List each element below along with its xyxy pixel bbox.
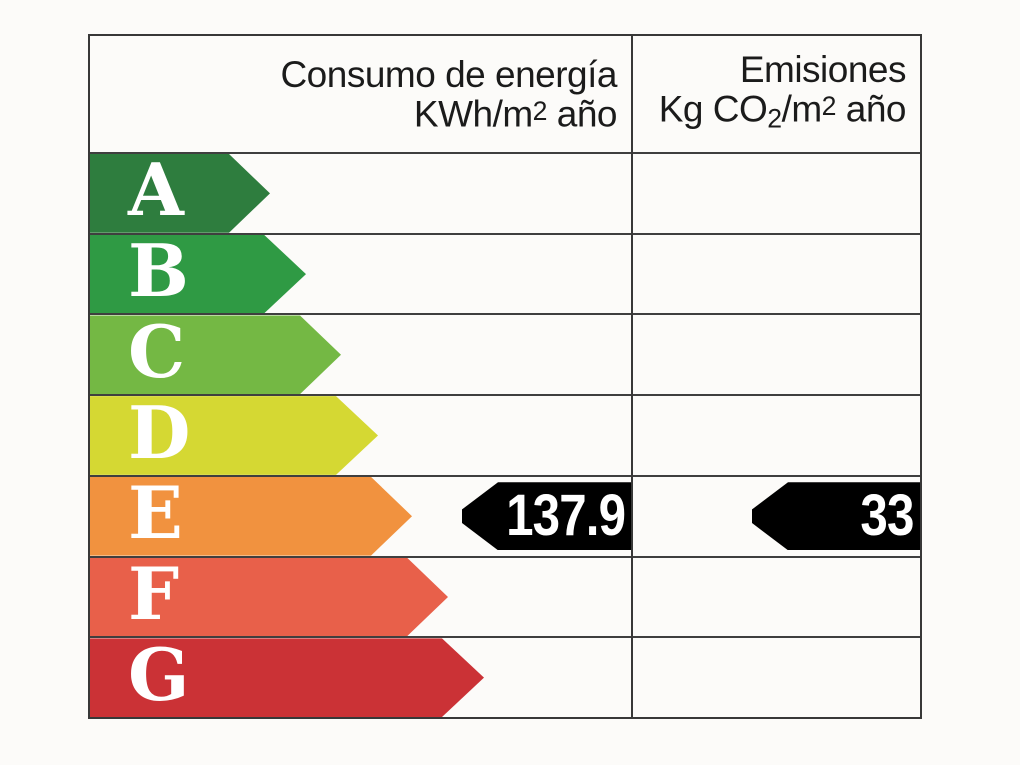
rating-letter-c: C <box>128 308 186 394</box>
consumo-unit-pre: KWh/m <box>413 93 533 135</box>
rating-row-c: C <box>90 308 920 395</box>
emisiones-unit-post: año <box>835 88 907 130</box>
emisiones-value-arrow: 33 <box>752 482 920 551</box>
rating-arrow-g <box>90 638 484 718</box>
rating-row-g: G <box>90 631 920 718</box>
rating-rows: A B C D E 137.9 33 F <box>90 152 920 718</box>
emisiones-value: 33 <box>860 483 915 549</box>
consumo-unit-post: año <box>546 93 618 135</box>
header-consumo-line1: Consumo de energía <box>280 53 617 95</box>
rating-row-f: F <box>90 551 920 637</box>
header-emisiones-line1: Emisiones <box>739 48 907 90</box>
rating-row-a: A <box>90 152 920 233</box>
rating-letter-f: F <box>128 551 180 637</box>
header-consumo: Consumo de energía KWh/m2 año <box>90 36 633 152</box>
rating-arrow-e <box>90 476 412 556</box>
rating-arrow-c <box>90 315 341 395</box>
rating-row-b: B <box>90 228 920 314</box>
consumo-unit-sup: 2 <box>532 95 548 126</box>
rating-arrow-a <box>90 154 270 233</box>
rating-row-d: D <box>90 394 920 475</box>
emisiones-unit-sub: 2 <box>767 103 782 134</box>
rating-row-e: E 137.9 33 <box>90 470 920 556</box>
column-divider <box>631 36 633 717</box>
rating-arrow-b <box>90 234 306 314</box>
rating-letter-a: A <box>128 147 184 233</box>
emisiones-unit-sup: 2 <box>821 90 837 121</box>
consumo-value-arrow: 137.9 <box>462 482 631 551</box>
rating-arrow-f <box>90 557 448 637</box>
consumo-value: 137.9 <box>505 483 626 549</box>
header-emisiones: Emisiones Kg CO2/m2 año <box>633 36 920 152</box>
header-consumo-line2: KWh/m2 año <box>413 93 618 135</box>
rating-arrow-d <box>90 396 378 475</box>
header-emisiones-line2: Kg CO2/m2 año <box>658 88 907 137</box>
emisiones-unit-pre: Kg CO <box>658 88 768 130</box>
energy-efficiency-label: Consumo de energía KWh/m2 año Emisiones … <box>88 34 922 719</box>
rating-letter-d: D <box>128 389 191 475</box>
rating-letter-e: E <box>128 470 183 556</box>
rating-letter-b: B <box>128 228 189 314</box>
emisiones-unit-mid: /m <box>781 88 823 130</box>
rating-letter-g: G <box>128 631 190 717</box>
table-header: Consumo de energía KWh/m2 año Emisiones … <box>90 36 920 152</box>
